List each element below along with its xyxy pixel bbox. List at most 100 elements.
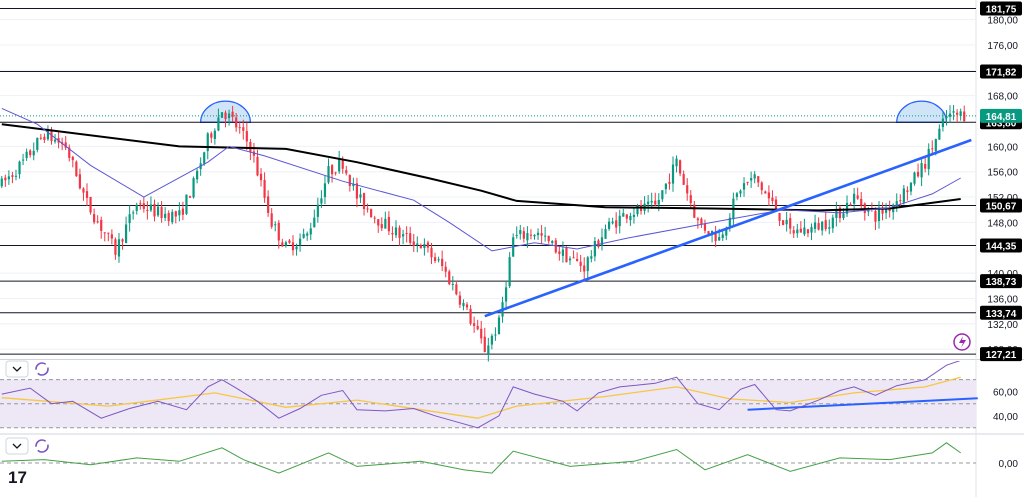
candle-up[interactable] [952, 111, 955, 113]
candle-down[interactable] [224, 112, 227, 120]
candle-down[interactable] [558, 251, 561, 255]
candle-down[interactable] [874, 211, 877, 222]
candle-up[interactable] [828, 227, 831, 229]
candle-up[interactable] [750, 178, 753, 181]
candle-down[interactable] [93, 214, 96, 223]
candle-down[interactable] [181, 208, 185, 215]
sma-short-line[interactable] [1, 107, 961, 252]
candle-down[interactable] [433, 257, 437, 261]
candle-up[interactable] [671, 164, 675, 184]
candle-down[interactable] [824, 220, 827, 230]
candle-up[interactable] [600, 237, 604, 246]
oscillator-line[interactable] [1, 442, 961, 474]
candle-down[interactable] [547, 235, 550, 242]
candle-up[interactable] [629, 215, 632, 221]
candle-down[interactable] [781, 220, 785, 225]
price-trendline[interactable] [484, 138, 972, 318]
candle-down[interactable] [625, 214, 628, 219]
candle-up[interactable] [568, 258, 572, 261]
candle-down[interactable] [366, 208, 369, 210]
level-pill[interactable]: 138,73 [980, 274, 1022, 289]
candle-up[interactable] [650, 200, 653, 203]
candle-down[interactable] [760, 182, 763, 191]
candle-down[interactable] [465, 304, 469, 308]
candle-up[interactable] [721, 234, 724, 239]
candle-down[interactable] [252, 151, 256, 156]
candle-up[interactable] [359, 194, 362, 198]
candle-up[interactable] [135, 204, 138, 211]
candle-up[interactable] [632, 214, 636, 217]
last-price-pill[interactable]: 164,81 [980, 108, 1022, 123]
candle-down[interactable] [242, 127, 245, 131]
candle-down[interactable] [757, 176, 760, 183]
candle-up[interactable] [526, 233, 529, 241]
candle-down[interactable] [455, 284, 458, 295]
candle-down[interactable] [110, 234, 113, 239]
candle-up[interactable] [320, 198, 323, 204]
candle-down[interactable] [771, 197, 774, 202]
candle-down[interactable] [689, 195, 692, 204]
candle-up[interactable] [742, 183, 746, 190]
candle-down[interactable] [334, 172, 337, 174]
candle-down[interactable] [540, 233, 543, 236]
candle-up[interactable] [647, 201, 650, 205]
candle-up[interactable] [178, 210, 181, 216]
candle-up[interactable] [213, 130, 216, 139]
candle-up[interactable] [810, 227, 813, 233]
candle-up[interactable] [497, 317, 501, 335]
candle-up[interactable] [636, 205, 639, 215]
candle-up[interactable] [384, 218, 387, 229]
candle-up[interactable] [352, 184, 355, 187]
candle-down[interactable] [849, 204, 852, 206]
candle-up[interactable] [533, 234, 536, 237]
candle-down[interactable] [654, 200, 657, 205]
sma-long-line[interactable] [1, 123, 961, 212]
candle-down[interactable] [767, 192, 770, 199]
candle-down[interactable] [259, 173, 263, 181]
candle-down[interactable] [267, 196, 270, 213]
candle-up[interactable] [504, 287, 508, 302]
candle-up[interactable] [451, 283, 454, 285]
candle-down[interactable] [281, 242, 284, 247]
candle-down[interactable] [188, 196, 192, 198]
candle-up[interactable] [604, 229, 607, 239]
candle-down[interactable] [668, 181, 671, 184]
candle-up[interactable] [227, 113, 231, 119]
candle-down[interactable] [153, 203, 156, 217]
candle-down[interactable] [330, 165, 334, 175]
candle-up[interactable] [813, 222, 817, 229]
candle-down[interactable] [29, 150, 32, 156]
candle-up[interactable] [7, 176, 10, 180]
candle-up[interactable] [941, 118, 945, 127]
candle-up[interactable] [21, 159, 25, 161]
candle-down[interactable] [682, 173, 685, 185]
candle-up[interactable] [490, 335, 493, 345]
candle-up[interactable] [607, 221, 611, 229]
candle-down[interactable] [348, 175, 351, 186]
candle-up[interactable] [306, 233, 309, 236]
candle-up[interactable] [338, 159, 341, 172]
candle-up[interactable] [316, 204, 319, 217]
candle-down[interactable] [696, 218, 699, 221]
candle-up[interactable] [675, 158, 678, 167]
candle-down[interactable] [441, 258, 444, 267]
level-pill[interactable]: 144,35 [980, 238, 1022, 253]
candle-up[interactable] [14, 175, 18, 177]
candle-down[interactable] [409, 233, 412, 243]
candle-up[interactable] [753, 174, 756, 179]
level-pill[interactable]: 171,82 [980, 64, 1022, 79]
candle-up[interactable] [0, 178, 3, 187]
candle-up[interactable] [622, 213, 625, 217]
candle-down[interactable] [100, 219, 103, 231]
double-top-cup[interactable] [896, 100, 948, 123]
candle-down[interactable] [679, 160, 682, 174]
refresh-button[interactable] [35, 362, 49, 376]
candle-down[interactable] [693, 204, 696, 218]
candle-up[interactable] [298, 238, 302, 245]
candle-up[interactable] [132, 212, 135, 214]
candle-down[interactable] [817, 223, 820, 230]
candle-up[interactable] [53, 139, 57, 142]
candle-up[interactable] [664, 183, 668, 190]
candle-up[interactable] [902, 188, 905, 203]
